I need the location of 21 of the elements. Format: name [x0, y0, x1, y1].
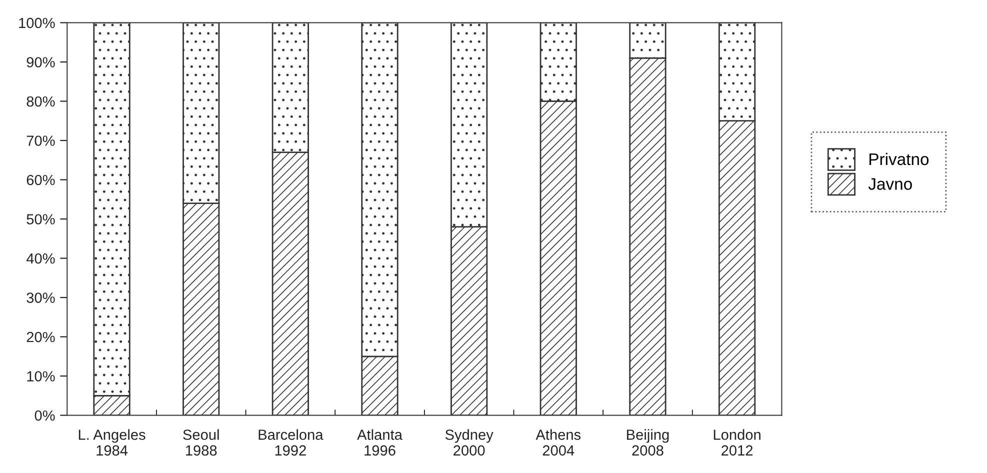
y-tick-label: 90% [26, 57, 55, 68]
x-tick-label: Barcelona 1992 [258, 429, 324, 456]
y-tick-label: 30% [26, 292, 55, 303]
legend-label: Privatno [870, 152, 929, 166]
y-tick-label: 80% [26, 96, 55, 107]
y-tick-label: 100% [19, 18, 55, 28]
y-tick-label: 10% [27, 371, 55, 382]
y-tick-label: 0% [34, 410, 55, 421]
x-tick-label: L. Angeles 1984 [78, 429, 146, 456]
x-tick-label: Sydney 2000 [445, 429, 494, 456]
x-tick-label: Atlanta 1996 [357, 429, 402, 456]
y-tick-label: 50% [26, 214, 55, 224]
x-tick-label: London 2012 [714, 429, 760, 456]
x-tick-label: Beijing 2008 [627, 429, 669, 456]
y-tick-label: 40% [26, 253, 55, 264]
y-tick-label: 70% [26, 136, 55, 146]
x-tick-label: Seoul 1988 [183, 429, 219, 456]
y-tick-label: 20% [26, 332, 55, 342]
y-tick-label: 60% [26, 174, 55, 186]
legend-label: Javno [868, 178, 912, 190]
x-tick-label: Athens 2004 [536, 429, 581, 456]
